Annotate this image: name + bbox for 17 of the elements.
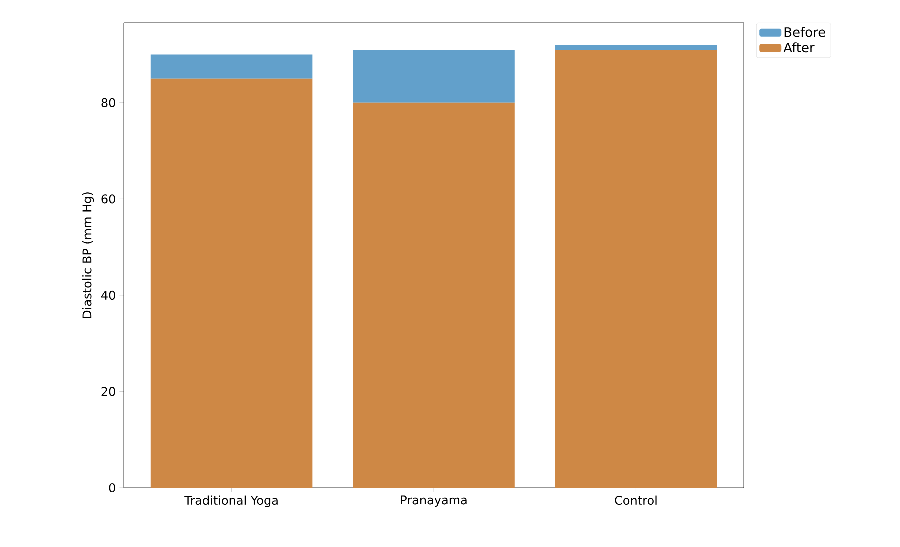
bar: [150, 54, 313, 79]
x-tick-label: Traditional Yoga: [184, 496, 278, 508]
y-tick-label: 20: [102, 387, 116, 396]
y-tick-label: 40: [102, 290, 116, 300]
legend-label: After: [784, 42, 815, 53]
bar: [353, 102, 515, 488]
bar: [150, 78, 313, 488]
x-tick-label: Pranayama: [401, 496, 467, 508]
y-tick-label: 0: [109, 483, 116, 493]
legend-label: Before: [784, 27, 826, 38]
bar: [555, 50, 718, 488]
y-tick-label: 60: [102, 194, 116, 204]
y-tick-label: 80: [102, 98, 116, 108]
bar: [555, 45, 718, 50]
x-tick-label: Control: [615, 496, 657, 506]
bar: [353, 50, 515, 103]
y-axis-title: Diastolic BP (mm Hg): [82, 192, 94, 318]
